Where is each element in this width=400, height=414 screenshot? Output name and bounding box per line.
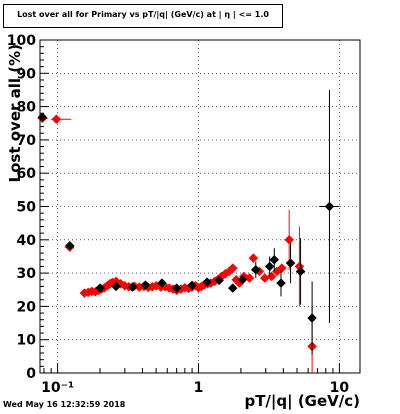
y-tick-label: 90 xyxy=(17,66,37,82)
data-point xyxy=(187,280,197,291)
y-tick-label: 50 xyxy=(17,200,37,216)
y-tick-label: 20 xyxy=(17,299,37,315)
y-tick-label: 100 xyxy=(7,33,36,49)
data-point xyxy=(140,280,151,290)
data-point xyxy=(285,258,296,268)
data-point xyxy=(264,261,275,272)
data-point xyxy=(248,253,259,263)
data-point xyxy=(157,278,167,288)
data-point xyxy=(227,263,238,273)
chart-title-box: Lost over all for Primary vs pT/|q| (GeV… xyxy=(3,4,283,28)
data-point xyxy=(51,114,62,125)
data-point xyxy=(266,271,277,282)
data-point xyxy=(276,263,287,273)
data-point xyxy=(214,275,224,286)
data-point xyxy=(324,201,335,212)
y-tick-label: 30 xyxy=(17,266,37,282)
data-point xyxy=(127,282,138,292)
y-tick-label: 0 xyxy=(26,366,36,382)
y-tick-label: 40 xyxy=(17,233,37,249)
data-point xyxy=(295,266,306,277)
x-tick-label: 1 xyxy=(194,380,204,396)
y-tick-label: 70 xyxy=(17,133,37,149)
y-axis-title: Lost over all (%) xyxy=(6,44,24,182)
data-point xyxy=(111,281,121,292)
data-point xyxy=(307,313,317,323)
data-point xyxy=(37,112,48,123)
x-tick-label: 10⁻¹ xyxy=(41,380,74,396)
data-point xyxy=(227,283,238,293)
data-point xyxy=(237,274,248,285)
data-point xyxy=(259,273,270,283)
data-point xyxy=(202,277,212,287)
data-point xyxy=(244,273,255,283)
y-tick-label: 10 xyxy=(17,333,37,349)
y-tick-label: 60 xyxy=(17,166,37,182)
data-point xyxy=(269,254,280,265)
data-point xyxy=(95,283,105,293)
data-point xyxy=(64,240,75,251)
data-point xyxy=(250,264,261,275)
data-point xyxy=(284,234,295,245)
timestamp: Wed May 16 12:32:59 2018 xyxy=(3,400,126,409)
x-tick-label: 10 xyxy=(330,380,350,396)
data-point xyxy=(276,278,286,288)
data-point xyxy=(171,283,182,293)
y-tick-label: 80 xyxy=(17,100,37,116)
x-axis-title: pT/|q| (GeV/c) xyxy=(244,392,360,411)
chart-title: Lost over all for Primary vs pT/|q| (GeV… xyxy=(17,10,269,19)
